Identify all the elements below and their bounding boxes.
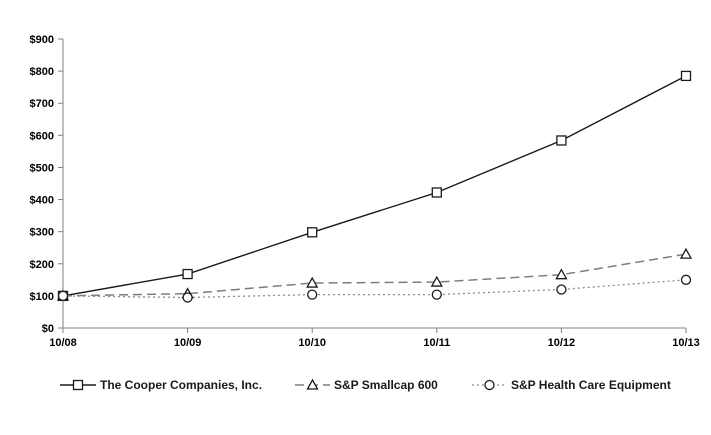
marker-circle-s2-p2 — [307, 289, 318, 300]
y-tick-label: $600 — [30, 130, 54, 142]
x-tick-label: 10/08 — [49, 337, 77, 349]
y-tick-label: $200 — [30, 259, 54, 271]
marker-square-s0-p2 — [307, 227, 318, 238]
legend-label-2: S&P Health Care Equipment — [511, 378, 671, 392]
marker-triangle-s1-p4 — [555, 268, 568, 280]
marker-square-s0-p5 — [680, 70, 692, 82]
x-tick-label: 10/11 — [423, 337, 450, 349]
marker-square-s0-p1 — [182, 268, 193, 280]
series-line-0 — [62, 75, 687, 297]
marker-circle-s2-p4 — [556, 284, 567, 295]
y-tick-label: $900 — [30, 34, 54, 46]
marker-triangle-legend-1 — [306, 378, 319, 390]
y-tick-label: $800 — [30, 66, 54, 78]
x-tick-label: 10/13 — [672, 337, 700, 349]
y-tick-label: $300 — [30, 227, 54, 239]
y-tick-label: $400 — [30, 195, 54, 207]
marker-triangle-s1-p5 — [679, 247, 693, 259]
y-tick-label: $700 — [30, 98, 54, 110]
marker-square-legend-0 — [72, 379, 84, 391]
marker-triangle-s1-p2 — [306, 276, 319, 288]
marker-triangle-s1-p3 — [430, 275, 443, 287]
marker-square-s0-p4 — [556, 135, 567, 146]
y-tick-label: $500 — [30, 162, 54, 174]
marker-circle-s2-p3 — [431, 289, 442, 300]
marker-circle-s2-p1 — [182, 292, 193, 303]
y-tick-label: $100 — [30, 291, 54, 303]
legend-label-0: The Cooper Companies, Inc. — [100, 378, 262, 392]
y-tick-label: $0 — [42, 323, 54, 335]
marker-circle-legend-2 — [484, 379, 495, 391]
x-tick-label: 10/12 — [548, 337, 576, 349]
series-line-2 — [62, 279, 687, 299]
marker-circle-s2-p0 — [57, 290, 69, 302]
marker-circle-s2-p5 — [680, 274, 692, 285]
series-line-1 — [62, 253, 687, 297]
x-tick-label: 10/10 — [298, 337, 326, 349]
x-tick-label: 10/09 — [174, 337, 202, 349]
legend-label-1: S&P Smallcap 600 — [334, 378, 438, 392]
marker-square-s0-p3 — [431, 187, 442, 198]
